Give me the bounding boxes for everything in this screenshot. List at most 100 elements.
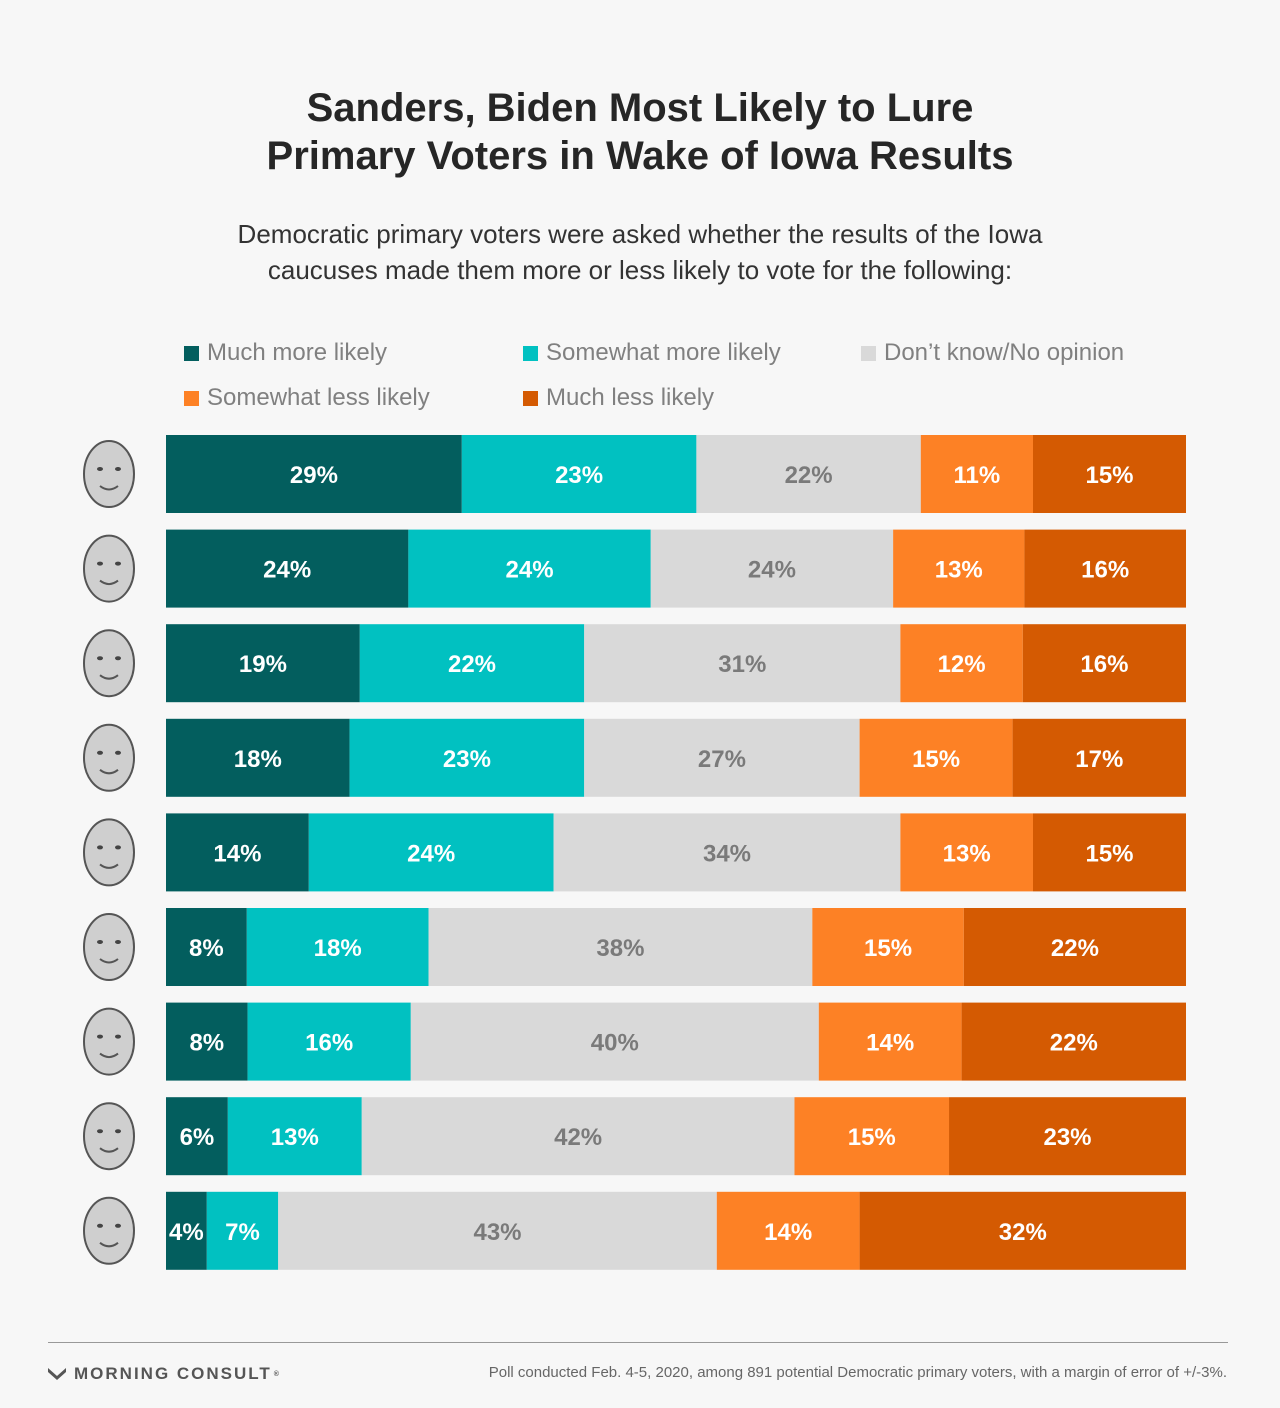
bar-segment bbox=[166, 1002, 248, 1081]
bar-segment bbox=[359, 624, 585, 703]
bar-segment bbox=[961, 1002, 1186, 1081]
brand-registered-mark: ® bbox=[273, 1370, 279, 1378]
bar-segment bbox=[553, 813, 901, 892]
bar-segment bbox=[206, 1191, 279, 1270]
bar-value-label: 11% bbox=[954, 462, 1001, 489]
bar-value-label: 15% bbox=[864, 935, 912, 962]
bar-value-label: 23% bbox=[1043, 1124, 1091, 1151]
bar-segment bbox=[1012, 718, 1186, 797]
candidate-portrait bbox=[83, 629, 135, 698]
candidate-portrait bbox=[83, 1102, 135, 1171]
bar-segment bbox=[584, 718, 860, 797]
bar-segment bbox=[650, 529, 894, 608]
bar-segment bbox=[716, 1191, 860, 1270]
bar-value-label: 32% bbox=[999, 1219, 1047, 1246]
chart-subtitle-line-2: caucuses made them more or less likely t… bbox=[267, 255, 1013, 285]
bar-segment bbox=[1024, 529, 1186, 608]
bar-segment bbox=[949, 1097, 1186, 1176]
bar-value-label: 8% bbox=[189, 1030, 224, 1057]
bar-value-label: 24% bbox=[506, 557, 554, 584]
bar-segment bbox=[278, 1191, 717, 1270]
bar-value-label: 14% bbox=[764, 1219, 812, 1246]
bar-value-label: 23% bbox=[555, 462, 603, 489]
bar-value-label: 12% bbox=[938, 651, 986, 678]
legend-swatch-somewhat-less-likely bbox=[184, 390, 199, 406]
bar-value-label: 27% bbox=[698, 746, 746, 773]
bar-value-label: 18% bbox=[314, 935, 362, 962]
bar-segment bbox=[410, 1002, 819, 1081]
bar-value-label: 14% bbox=[213, 840, 261, 867]
bar-value-label: 24% bbox=[263, 557, 311, 584]
legend-item-dont-know: Don’t know/No opinion bbox=[861, 339, 1124, 367]
legend-swatch-much-less-likely bbox=[523, 390, 538, 406]
bar-value-label: 13% bbox=[943, 840, 991, 867]
bar-value-label: 18% bbox=[234, 746, 282, 773]
bar-segment bbox=[859, 1191, 1186, 1270]
bar-segment bbox=[812, 908, 964, 986]
bar-segment bbox=[1033, 813, 1186, 892]
bar-segment bbox=[859, 718, 1013, 797]
morning-consult-logo-icon bbox=[48, 1368, 66, 1380]
bar-segment bbox=[166, 813, 309, 892]
bar-segment bbox=[1033, 435, 1186, 513]
bar-value-label: 16% bbox=[1081, 557, 1129, 584]
bar-segment bbox=[428, 908, 813, 986]
bar-value-label: 14% bbox=[866, 1030, 914, 1057]
bar-value-label: 15% bbox=[1085, 462, 1133, 489]
chart-subtitle: Democratic primary voters were asked whe… bbox=[0, 216, 1280, 288]
candidate-portrait bbox=[83, 1196, 135, 1265]
bar-value-label: 7% bbox=[225, 1219, 260, 1246]
bar-value-label: 8% bbox=[189, 935, 224, 962]
bar-value-label: 22% bbox=[1050, 1030, 1098, 1057]
bar-value-label: 13% bbox=[271, 1124, 319, 1151]
bar-segment bbox=[461, 435, 697, 513]
bar-value-label: 16% bbox=[1080, 651, 1128, 678]
bar-value-label: 19% bbox=[239, 651, 287, 678]
bar-value-label: 22% bbox=[1051, 935, 1099, 962]
legend-label-somewhat-less-likely: Somewhat less likely bbox=[207, 384, 430, 411]
bar-segment bbox=[166, 908, 247, 986]
legend-label-dont-know: Don’t know/No opinion bbox=[884, 339, 1125, 366]
bar-segment bbox=[408, 529, 651, 608]
bar-value-label: 22% bbox=[785, 462, 833, 489]
footer-divider bbox=[48, 1342, 1228, 1343]
bar-segment bbox=[794, 1097, 950, 1176]
bar-segment bbox=[963, 908, 1186, 986]
legend-label-somewhat-more-likely: Somewhat more likely bbox=[546, 339, 781, 366]
legend-swatch-dont-know bbox=[861, 345, 876, 361]
bar-value-label: 4% bbox=[169, 1219, 204, 1246]
brand-name: MORNING CONSULT bbox=[74, 1364, 272, 1383]
bar-value-label: 15% bbox=[1085, 840, 1133, 867]
bar-segment bbox=[349, 718, 585, 797]
bar-segment bbox=[900, 624, 1023, 703]
bar-segment bbox=[227, 1097, 362, 1176]
bar-value-label: 38% bbox=[596, 935, 644, 962]
bar-segment bbox=[166, 624, 360, 703]
bar-value-label: 17% bbox=[1075, 746, 1123, 773]
bar-value-label: 15% bbox=[912, 746, 960, 773]
bar-value-label: 42% bbox=[554, 1124, 602, 1151]
bar-segment bbox=[361, 1097, 795, 1176]
chart-title: Sanders, Biden Most Likely to Lure Prima… bbox=[0, 84, 1280, 180]
bar-segment bbox=[166, 1097, 228, 1176]
bar-segment bbox=[1022, 624, 1186, 703]
bar-value-label: 24% bbox=[748, 557, 796, 584]
legend-label-much-less-likely: Much less likely bbox=[546, 384, 715, 411]
candidate-portrait bbox=[83, 723, 135, 792]
brand-logo: MORNING CONSULT ® bbox=[48, 1362, 279, 1386]
bar-segment bbox=[308, 813, 554, 892]
chart-subtitle-line-1: Democratic primary voters were asked whe… bbox=[237, 219, 1043, 249]
legend-item-somewhat-less-likely: Somewhat less likely bbox=[184, 384, 430, 412]
legend-swatch-somewhat-more-likely bbox=[523, 345, 538, 361]
bar-segment bbox=[920, 435, 1033, 513]
bar-segment bbox=[584, 624, 901, 703]
bar-value-label: 23% bbox=[443, 746, 491, 773]
bar-segment bbox=[696, 435, 921, 513]
legend-item-much-less-likely: Much less likely bbox=[523, 384, 714, 412]
bar-value-label: 29% bbox=[290, 462, 338, 489]
bar-segment bbox=[247, 1002, 411, 1081]
bar-value-label: 40% bbox=[591, 1030, 639, 1057]
bar-segment bbox=[166, 718, 350, 797]
bar-value-label: 24% bbox=[407, 840, 455, 867]
bar-value-label: 43% bbox=[473, 1219, 521, 1246]
